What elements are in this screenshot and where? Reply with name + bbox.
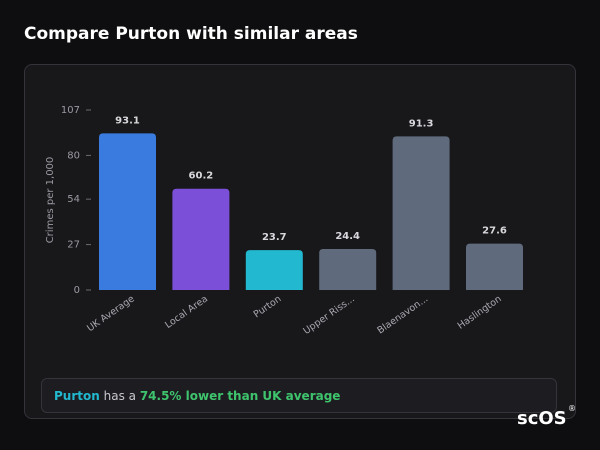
bar <box>392 136 450 290</box>
page-title: Compare Purton with similar areas <box>24 24 358 44</box>
summary-box: Purton has a 74.5% lower than UK average <box>41 378 557 413</box>
summary-text: has a <box>103 389 136 403</box>
bar <box>172 188 230 290</box>
y-tick-label: 80 <box>67 150 80 161</box>
bar <box>319 248 377 290</box>
bar <box>99 133 156 290</box>
x-tick-label: Blaenavon... <box>375 293 430 336</box>
y-tick-label: 54 <box>67 194 80 205</box>
value-label: 23.7 <box>262 232 287 243</box>
x-tick-label: Haslington <box>456 293 504 331</box>
y-axis-label: Crimes per 1,000 <box>45 157 56 244</box>
value-label: 24.4 <box>335 231 360 242</box>
summary-area: Purton <box>54 389 100 403</box>
bar <box>245 250 303 290</box>
logo-mark: ® <box>568 404 576 413</box>
y-tick-label: 107 <box>61 105 80 116</box>
value-label: 60.2 <box>189 171 214 182</box>
value-label: 93.1 <box>115 115 140 126</box>
bar <box>466 243 523 290</box>
x-tick-label: Local Area <box>163 293 210 330</box>
value-label: 91.3 <box>409 118 434 129</box>
x-tick-label: Upper Riss... <box>301 293 356 336</box>
summary-highlight: 74.5% lower than UK average <box>139 389 341 403</box>
x-tick-label: Purton <box>252 293 284 320</box>
y-tick-label: 27 <box>67 240 80 251</box>
value-label: 27.6 <box>482 226 507 237</box>
y-tick-label: 0 <box>74 285 80 296</box>
logo: scOS <box>517 408 567 429</box>
x-tick-label: UK Average <box>85 293 137 334</box>
